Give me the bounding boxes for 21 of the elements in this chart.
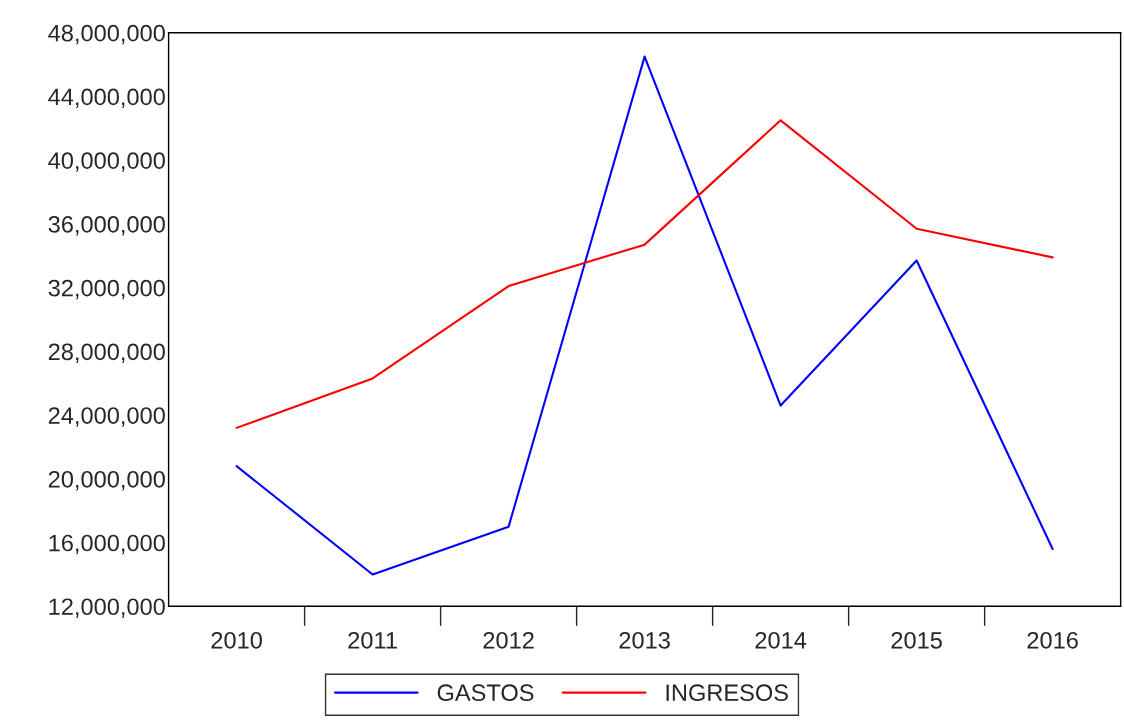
y-tick-label: 36,000,000 [48,215,165,236]
x-tick-label: 2013 [619,631,670,649]
y-tick-label: 40,000,000 [48,152,165,172]
y-tick-label: 28,000,000 [48,343,165,363]
legend-label: GASTOS [437,684,534,702]
legend-label: INGRESOS [666,684,788,702]
y-tick-label: 20,000,000 [48,470,165,491]
y-tick-label: 24,000,000 [48,407,165,427]
line-series [235,55,1054,576]
x-tick-label: 2011 [348,631,397,649]
x-tick-label: 2015 [891,631,942,649]
x-tick-label: 2010 [211,631,262,649]
y-tick-label: 48,000,000 [48,24,165,45]
x-tick-label: 2014 [755,631,807,649]
y-tick-label: 32,000,000 [48,279,165,300]
y-tick-label: 44,000,000 [48,88,165,109]
y-tick-label: 16,000,000 [49,534,165,555]
x-tick-label: 2016 [1027,631,1078,649]
line-series [235,119,1054,429]
y-tick-label: 12,000,000 [49,598,165,618]
x-tick-label: 2012 [483,631,534,649]
